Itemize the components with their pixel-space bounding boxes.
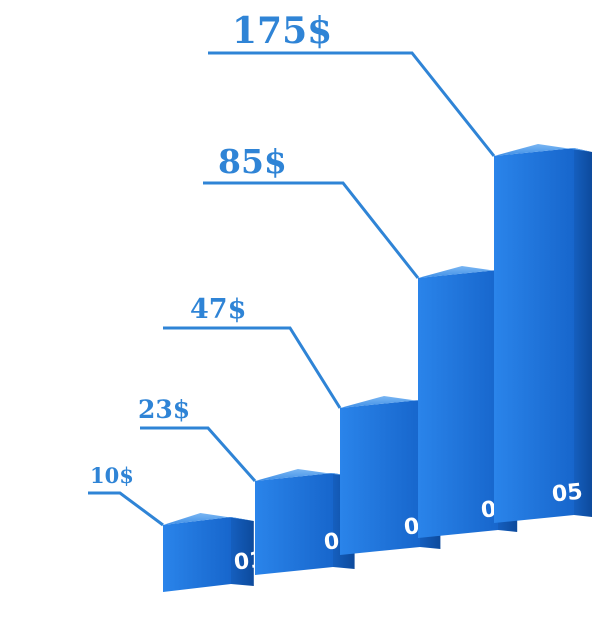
- leader-lines: [88, 51, 496, 527]
- bar-05-top: [494, 144, 592, 156]
- leader-line-02: [140, 426, 257, 482]
- bar-02-front: [255, 473, 333, 575]
- leader-line-04: [203, 181, 420, 279]
- value-label-04: 85$: [218, 142, 287, 181]
- bar-02-top: [255, 469, 355, 481]
- bar-05-front: [494, 148, 574, 523]
- bar-03-front: [340, 400, 420, 555]
- bar-04-top: [418, 266, 518, 278]
- value-label-05: 175$: [232, 10, 332, 52]
- category-label-05: 05: [551, 480, 584, 508]
- value-label-01: 10$: [90, 463, 134, 488]
- bar-01-side: [231, 517, 254, 586]
- value-labels: 10$ 23$ 47$ 85$ 175$: [90, 10, 332, 488]
- value-label-02: 23$: [138, 395, 190, 424]
- bar-04-front: [418, 270, 498, 538]
- bar-03-top: [340, 396, 441, 408]
- bar-01-front: [163, 517, 231, 592]
- bars-group: 0102030405: [163, 144, 592, 592]
- leader-line-01: [88, 491, 164, 527]
- bar-05-side: [574, 148, 592, 517]
- value-label-03: 47$: [190, 294, 246, 325]
- bar-01-top: [163, 513, 254, 525]
- leader-line-03: [163, 326, 342, 409]
- leader-line-05: [208, 51, 496, 157]
